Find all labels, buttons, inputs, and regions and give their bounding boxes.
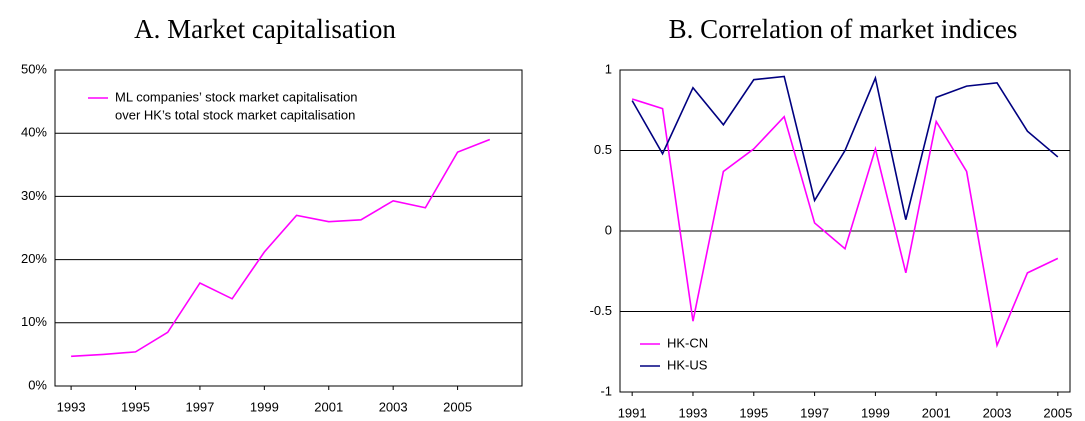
x-tick-label: 2001 <box>314 399 343 414</box>
x-tick-label: 2003 <box>379 399 408 414</box>
x-tick-label: 1999 <box>861 405 890 420</box>
x-tick-label: 1993 <box>679 405 708 420</box>
x-tick-label: 2005 <box>443 399 472 414</box>
series-line <box>71 138 491 358</box>
y-tick-label: 10% <box>21 314 47 329</box>
y-tick-label: -0.5 <box>590 303 612 318</box>
x-tick-label: 1999 <box>250 399 279 414</box>
x-tick-label: 1991 <box>618 405 647 420</box>
series-line <box>631 98 1059 349</box>
legend-label: HK-US <box>667 357 708 372</box>
chart-title: B. Correlation of market indices <box>669 14 1018 44</box>
x-tick-label: 1997 <box>800 405 829 420</box>
x-tick-label: 2001 <box>922 405 951 420</box>
y-tick-label: 0 <box>605 222 612 237</box>
y-tick-label: 1 <box>605 61 612 76</box>
x-tick-label: 1993 <box>57 399 86 414</box>
series-line <box>631 75 1059 220</box>
legend-label: HK-CN <box>667 335 708 350</box>
legend-label: over HK’s total stock market capitalisat… <box>115 107 355 122</box>
y-tick-label: 0% <box>28 377 47 392</box>
x-tick-label: 2003 <box>983 405 1012 420</box>
legend-label: ML companies’ stock market capitalisatio… <box>115 89 358 104</box>
y-tick-label: 50% <box>21 61 47 76</box>
y-tick-label: 40% <box>21 125 47 140</box>
y-tick-label: 0.5 <box>594 142 612 157</box>
x-tick-label: 1995 <box>739 405 768 420</box>
chart-title: A. Market capitalisation <box>134 14 396 44</box>
y-tick-label: -1 <box>600 383 612 398</box>
x-tick-label: 1995 <box>121 399 150 414</box>
y-tick-label: 20% <box>21 251 47 266</box>
y-tick-label: 30% <box>21 188 47 203</box>
x-tick-label: 2005 <box>1043 405 1072 420</box>
x-tick-label: 1997 <box>185 399 214 414</box>
